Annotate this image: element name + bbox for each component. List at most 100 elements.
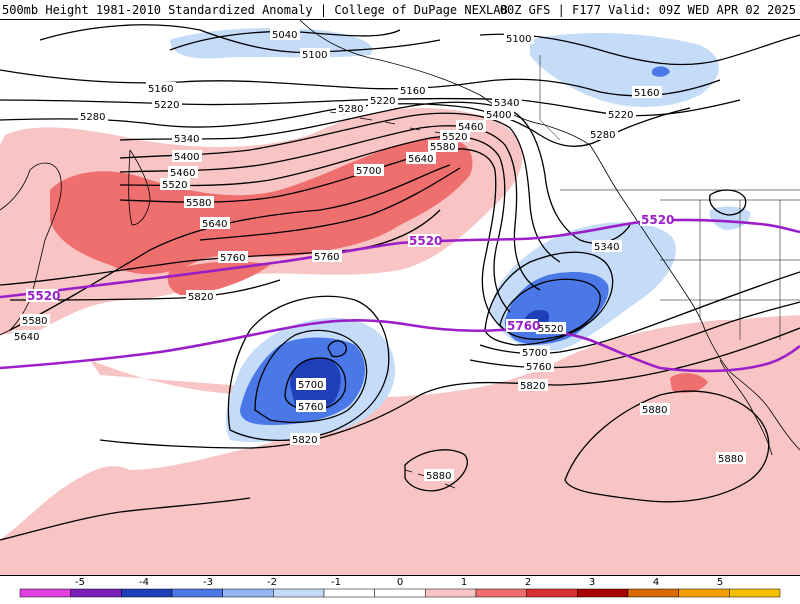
label-5160-west: 5160 <box>148 84 173 95</box>
label-5880-east-north: 5880 <box>642 405 667 416</box>
contour-5880-south <box>0 497 251 541</box>
contour-trough-east-2 <box>499 278 601 340</box>
contour-5460 <box>119 125 541 291</box>
label-5640-far-west: 5640 <box>14 332 39 343</box>
asia-coastline <box>0 162 62 336</box>
colorbar-segment <box>678 588 730 598</box>
label-5880-hawaii: 5880 <box>426 471 451 482</box>
thickness-label-5520-center: 5520 <box>409 234 442 248</box>
label-5820-west: 5820 <box>188 292 213 303</box>
colorbar-segment <box>425 588 477 598</box>
label-5520-west: 5520 <box>162 180 187 191</box>
label-5760-center: 5760 <box>314 252 339 263</box>
label-5280-center: 5280 <box>338 104 363 115</box>
contour-cutoff-5700 <box>284 357 347 411</box>
thickness-label-5520-west: 5520 <box>27 289 60 303</box>
label-5700-north: 5700 <box>356 166 381 177</box>
label-5100-west: 5100 <box>302 50 327 61</box>
colorbar-segment <box>70 588 122 598</box>
colorbar-tick-label: 3 <box>589 577 595 588</box>
label-5220-center: 5220 <box>370 96 395 107</box>
colorbar-segment <box>273 588 325 598</box>
map-title: 500mb Height 1981-2010 Standardized Anom… <box>2 3 508 17</box>
colorbar-tick-label: -3 <box>203 577 213 588</box>
thickness-label-5520-east: 5520 <box>641 213 674 227</box>
contour-5700-north <box>199 167 461 241</box>
colorbar-tick-label: 1 <box>461 577 467 588</box>
label-5760-east: 5760 <box>526 362 551 373</box>
colorbar-tick-label: -2 <box>267 577 277 588</box>
label-5820-cutoff: 5820 <box>292 435 317 446</box>
colorbar-segment <box>222 588 274 598</box>
label-5220-east: 5220 <box>608 110 633 121</box>
alaska-coastline <box>299 19 591 146</box>
anomaly-colorbar: -5 -4 -3 -2 -1 0 1 2 3 4 5 <box>0 576 800 600</box>
contour-5760-east <box>469 301 800 369</box>
height-anomaly-map: 5040 5100 5100 5160 5160 5160 5220 5220 … <box>0 19 800 576</box>
bc-coastline <box>589 144 681 286</box>
us-state-borders <box>660 199 800 340</box>
colorbar-tick-label: -1 <box>331 577 341 588</box>
contour-5100-west <box>39 24 441 54</box>
label-5340-east: 5340 <box>594 242 619 253</box>
contour-cutoff-5640 <box>327 340 347 358</box>
label-5760-cutoff: 5760 <box>298 402 323 413</box>
label-5340-west: 5340 <box>174 134 199 145</box>
colorbar-tick-label: -4 <box>139 577 149 588</box>
colorbar-segment <box>374 588 426 598</box>
label-5820-east: 5820 <box>520 381 545 392</box>
colorbar-segment <box>577 588 629 598</box>
colorbar-segment <box>627 588 679 598</box>
strong-positive-anomaly-east <box>670 373 708 393</box>
label-5340-north: 5340 <box>494 98 519 109</box>
strong-positive-anomaly-center <box>167 261 270 295</box>
label-5040: 5040 <box>272 30 297 41</box>
label-5760-west: 5760 <box>220 253 245 264</box>
label-5160-center: 5160 <box>400 86 425 97</box>
label-5700-east: 5700 <box>522 348 547 359</box>
baja-peninsula <box>719 359 773 456</box>
negative-anomaly-trough-ne <box>652 66 670 77</box>
contour-labels: 5040 5100 5100 5160 5160 5160 5220 5220 … <box>12 28 746 482</box>
colorbar-canvas: -5 -4 -3 -2 -1 0 1 2 3 4 5 <box>19 577 781 598</box>
hawaii-islands <box>404 469 456 489</box>
label-5700-cutoff: 5700 <box>298 380 323 391</box>
label-5100-east: 5100 <box>506 34 531 45</box>
label-5640-west: 5640 <box>202 219 227 230</box>
colorbar-segments <box>19 588 781 598</box>
label-5520-east: 5520 <box>538 324 563 335</box>
label-5580-far-west: 5580 <box>22 316 47 327</box>
contour-trough-east-1 <box>484 251 614 346</box>
colorbar-segment <box>171 588 223 598</box>
map-header: 500mb Height 1981-2010 Standardized Anom… <box>0 0 800 20</box>
canada-border <box>539 55 800 191</box>
contour-low-east <box>709 189 747 216</box>
colorbar-tick-label: 0 <box>397 577 403 588</box>
label-5400-west: 5400 <box>174 152 199 163</box>
negative-anomaly-region-ne <box>530 33 719 107</box>
thickness-labels: 5520 5520 5520 5760 <box>26 213 674 333</box>
contour-5760-north <box>0 209 441 286</box>
label-5280-west: 5280 <box>80 112 105 123</box>
label-5220-west: 5220 <box>154 100 179 111</box>
colorbar-segment <box>729 588 781 598</box>
contour-cutoff-5760 <box>254 329 368 423</box>
positive-anomaly-region-south <box>0 320 800 575</box>
colorbar-tick-label: 5 <box>717 577 723 588</box>
colorbar-segment <box>121 588 173 598</box>
kamchatka-coastline <box>128 149 151 226</box>
label-5880-east-south: 5880 <box>718 454 743 465</box>
model-valid-time: 00Z GFS | F177 Valid: 09Z WED APR 02 202… <box>499 3 796 17</box>
colorbar-tick-label: 4 <box>653 577 659 588</box>
label-5520-north: 5520 <box>442 132 467 143</box>
label-5280-east: 5280 <box>590 130 615 141</box>
label-5460-west: 5460 <box>170 168 195 179</box>
colorbar-segment <box>526 588 578 598</box>
label-5160-east: 5160 <box>634 88 659 99</box>
thickness-label-5760: 5760 <box>507 319 540 333</box>
contour-5880-east <box>564 390 770 503</box>
us-west-coastline <box>679 284 800 451</box>
label-5400-east: 5400 <box>486 110 511 121</box>
contour-5400 <box>119 112 561 263</box>
contour-5880-hawaii <box>404 449 468 492</box>
